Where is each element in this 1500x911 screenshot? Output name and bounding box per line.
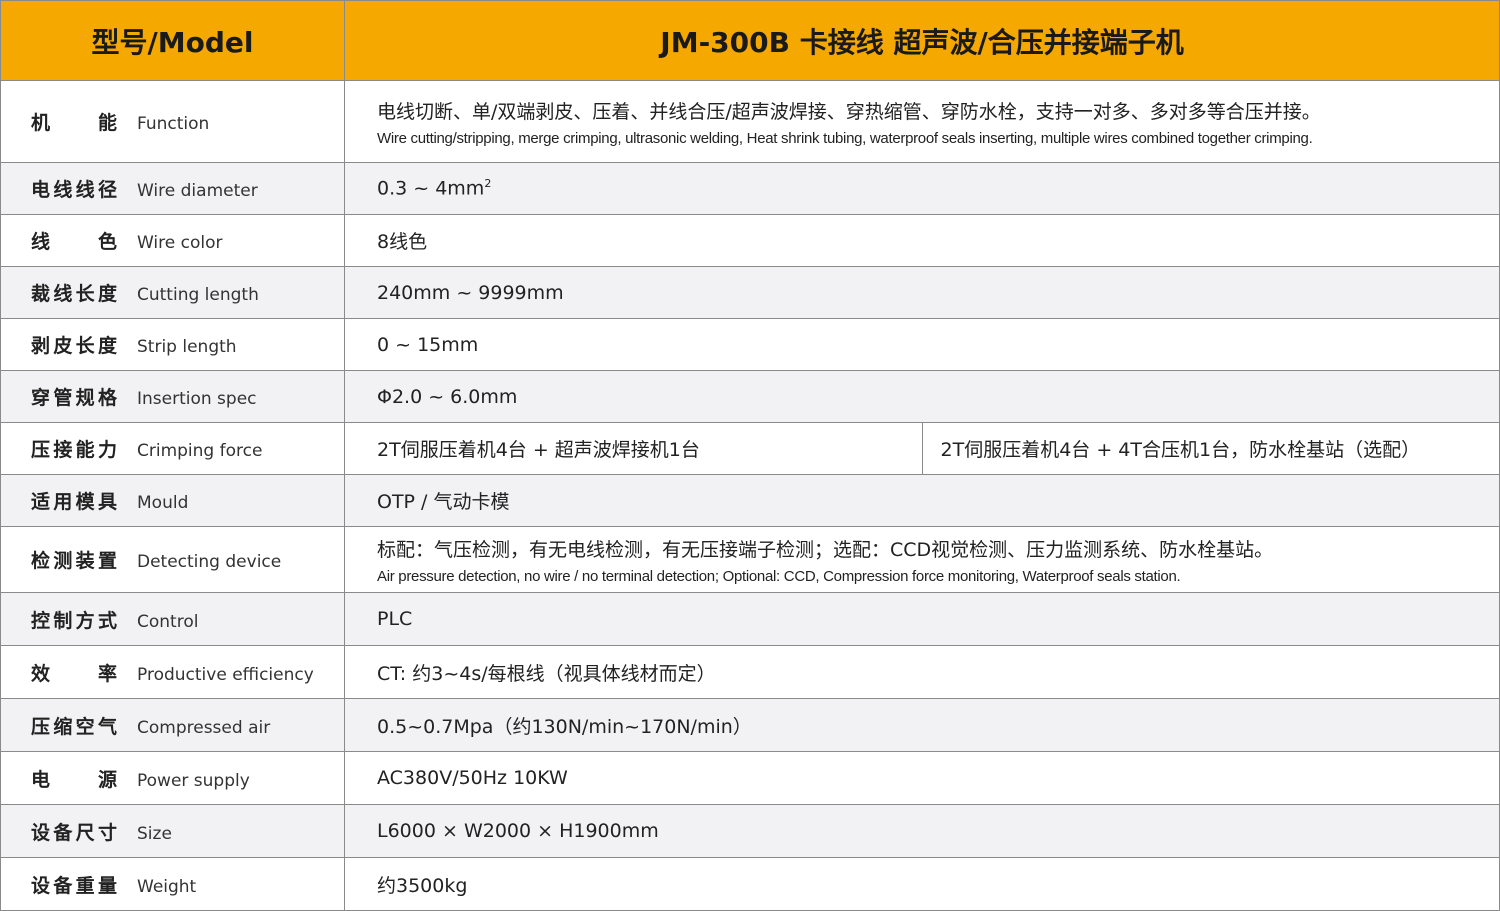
label-zh: 压缩空气: [31, 715, 117, 738]
row-value: 0.3 ~ 4mm2: [344, 162, 1500, 215]
label-zh: 压接能力: [31, 439, 117, 461]
value-text: CT: 约3~4s/每根线（视具体线材而定）: [377, 662, 716, 685]
row-label: 设备尺寸 Size: [0, 804, 345, 858]
label-zh: 裁线长度: [31, 283, 117, 305]
table-row: 检测装置 Detecting device 标配：气压检测，有无电线检测，有无压接端…: [0, 526, 1500, 593]
table-row: 控制方式 Control PLC: [0, 592, 1500, 646]
row-value: 标配：气压检测，有无电线检测，有无压接端子检测；选配：CCD视觉检测、压力监测系…: [344, 526, 1500, 593]
label-en: Weight: [137, 876, 197, 897]
value-text: PLC: [377, 608, 413, 630]
label-zh: 设备重量: [31, 874, 117, 897]
label-en: Control: [137, 611, 199, 632]
value-text: 0 ~ 15mm: [377, 333, 479, 356]
value-text: Φ2.0 ~ 6.0mm: [377, 385, 518, 408]
label-en: Cutting length: [137, 285, 259, 305]
value-text: 约3500kg: [377, 874, 468, 897]
row-value: 0 ~ 15mm: [344, 318, 1500, 371]
row-label: 机能 Function: [0, 80, 345, 163]
row-label: 线色 Wire color: [0, 214, 345, 267]
row-value-2: 2T伺服压着机4台 + 4T合压机1台，防水栓基站（选配）: [921, 422, 1500, 475]
row-value: OTP / 气动卡模: [344, 474, 1500, 527]
label-en: Strip length: [137, 337, 237, 357]
row-label: 适用模具 Mould: [0, 474, 345, 527]
label-en: Wire color: [137, 233, 223, 253]
table-row: 压缩空气 Compressed air 0.5~0.7Mpa（约130N/min~1…: [0, 698, 1500, 752]
row-value: CT: 约3~4s/每根线（视具体线材而定）: [344, 645, 1500, 699]
label-zh: 效率: [31, 662, 117, 685]
value-text: OTP / 气动卡模: [377, 491, 510, 513]
value-text: 0.3 ~ 4mm: [377, 177, 485, 200]
label-en: Insertion spec: [137, 389, 257, 409]
row-label: 效率 Productive efficiency: [0, 645, 345, 699]
table-row: 适用模具 Mould OTP / 气动卡模: [0, 474, 1500, 527]
label-zh: 适用模具: [31, 491, 117, 513]
row-label: 控制方式 Control: [0, 592, 345, 646]
label-zh: 剥皮长度: [31, 335, 117, 357]
label-zh: 电线线径: [31, 179, 117, 201]
value-text: 0.5~0.7Mpa（约130N/min~170N/min）: [377, 715, 752, 738]
row-label: 压缩空气 Compressed air: [0, 698, 345, 752]
model-label: 型号/Model: [0, 0, 345, 81]
table-row: 裁线长度 Cutting length 240mm ~ 9999mm: [0, 266, 1500, 319]
value-text: 2T伺服压着机4台 + 超声波焊接机1台: [377, 439, 700, 461]
table-row: 剥皮长度 Strip length 0 ~ 15mm: [0, 318, 1500, 371]
row-value: 2T伺服压着机4台 + 超声波焊接机1台: [344, 422, 923, 475]
label-en: Productive efficiency: [137, 664, 314, 685]
label-en: Mould: [137, 493, 189, 513]
value-text: 240mm ~ 9999mm: [377, 281, 564, 304]
value-text-en: Wire cutting/stripping, merge crimping, …: [377, 129, 1313, 147]
label-zh: 穿管规格: [31, 387, 117, 409]
value-text-en: Air pressure detection, no wire / no ter…: [377, 567, 1181, 585]
row-label: 检测装置 Detecting device: [0, 526, 345, 593]
label-en: Crimping force: [137, 441, 263, 461]
row-value: L6000 × W2000 × H1900mm: [344, 804, 1500, 858]
table-row: 线色 Wire color 8线色: [0, 214, 1500, 267]
label-en: Function: [137, 114, 210, 134]
row-value: 8线色: [344, 214, 1500, 267]
label-zh: 机能: [31, 112, 117, 134]
table-row: 设备重量 Weight 约3500kg: [0, 857, 1500, 911]
value-text: 标配：气压检测，有无电线检测，有无压接端子检测；选配：CCD视觉检测、压力监测系…: [377, 538, 1274, 561]
value-text: 8线色: [377, 231, 428, 253]
row-label: 压接能力 Crimping force: [0, 422, 345, 475]
value-text: AC380V/50Hz 10KW: [377, 767, 568, 789]
label-zh: 设备尺寸: [31, 821, 117, 844]
table-row: 电线线径 Wire diameter 0.3 ~ 4mm2: [0, 162, 1500, 215]
row-label: 剥皮长度 Strip length: [0, 318, 345, 371]
row-value: 约3500kg: [344, 857, 1500, 911]
value-text: 电线切断、单/双端剥皮、压着、并线合压/超声波焊接、穿热缩管、穿防水栓，支持一对…: [377, 100, 1321, 123]
label-en: Size: [137, 823, 172, 844]
row-label: 穿管规格 Insertion spec: [0, 370, 345, 423]
table-row: 机能 Function 电线切断、单/双端剥皮、压着、并线合压/超声波焊接、穿热缩管…: [0, 80, 1500, 163]
row-value: PLC: [344, 592, 1500, 646]
model-value: JM-300B 卡接线 超声波/合压并接端子机: [344, 0, 1500, 81]
table-row: 设备尺寸 Size L6000 × W2000 × H1900mm: [0, 804, 1500, 858]
row-label: 电源 Power supply: [0, 751, 345, 805]
row-value: AC380V/50Hz 10KW: [344, 751, 1500, 805]
row-value: 240mm ~ 9999mm: [344, 266, 1500, 319]
table-row: 效率 Productive efficiency CT: 约3~4s/每根线（视具体…: [0, 645, 1500, 699]
row-label: 裁线长度 Cutting length: [0, 266, 345, 319]
label-en: Detecting device: [137, 552, 282, 572]
table-row: 压接能力 Crimping force 2T伺服压着机4台 + 超声波焊接机1台 2T…: [0, 422, 1500, 475]
label-zh: 检测装置: [31, 550, 117, 572]
row-value: Φ2.0 ~ 6.0mm: [344, 370, 1500, 423]
superscript: 2: [484, 177, 492, 191]
row-label: 设备重量 Weight: [0, 857, 345, 911]
value-text: L6000 × W2000 × H1900mm: [377, 820, 659, 842]
label-en: Wire diameter: [137, 181, 258, 201]
row-value: 电线切断、单/双端剥皮、压着、并线合压/超声波焊接、穿热缩管、穿防水栓，支持一对…: [344, 80, 1500, 163]
table-row: 穿管规格 Insertion spec Φ2.0 ~ 6.0mm: [0, 370, 1500, 423]
label-zh: 线色: [31, 231, 117, 253]
label-zh: 电源: [31, 768, 117, 791]
label-en: Power supply: [137, 770, 250, 791]
header-row: 型号/Model JM-300B 卡接线 超声波/合压并接端子机: [0, 0, 1500, 81]
row-value: 0.5~0.7Mpa（约130N/min~170N/min）: [344, 698, 1500, 752]
value-text-2: 2T伺服压着机4台 + 4T合压机1台，防水栓基站（选配）: [940, 439, 1421, 461]
label-zh: 控制方式: [31, 609, 117, 632]
row-label: 电线线径 Wire diameter: [0, 162, 345, 215]
table-row: 电源 Power supply AC380V/50Hz 10KW: [0, 751, 1500, 805]
label-en: Compressed air: [137, 717, 271, 738]
